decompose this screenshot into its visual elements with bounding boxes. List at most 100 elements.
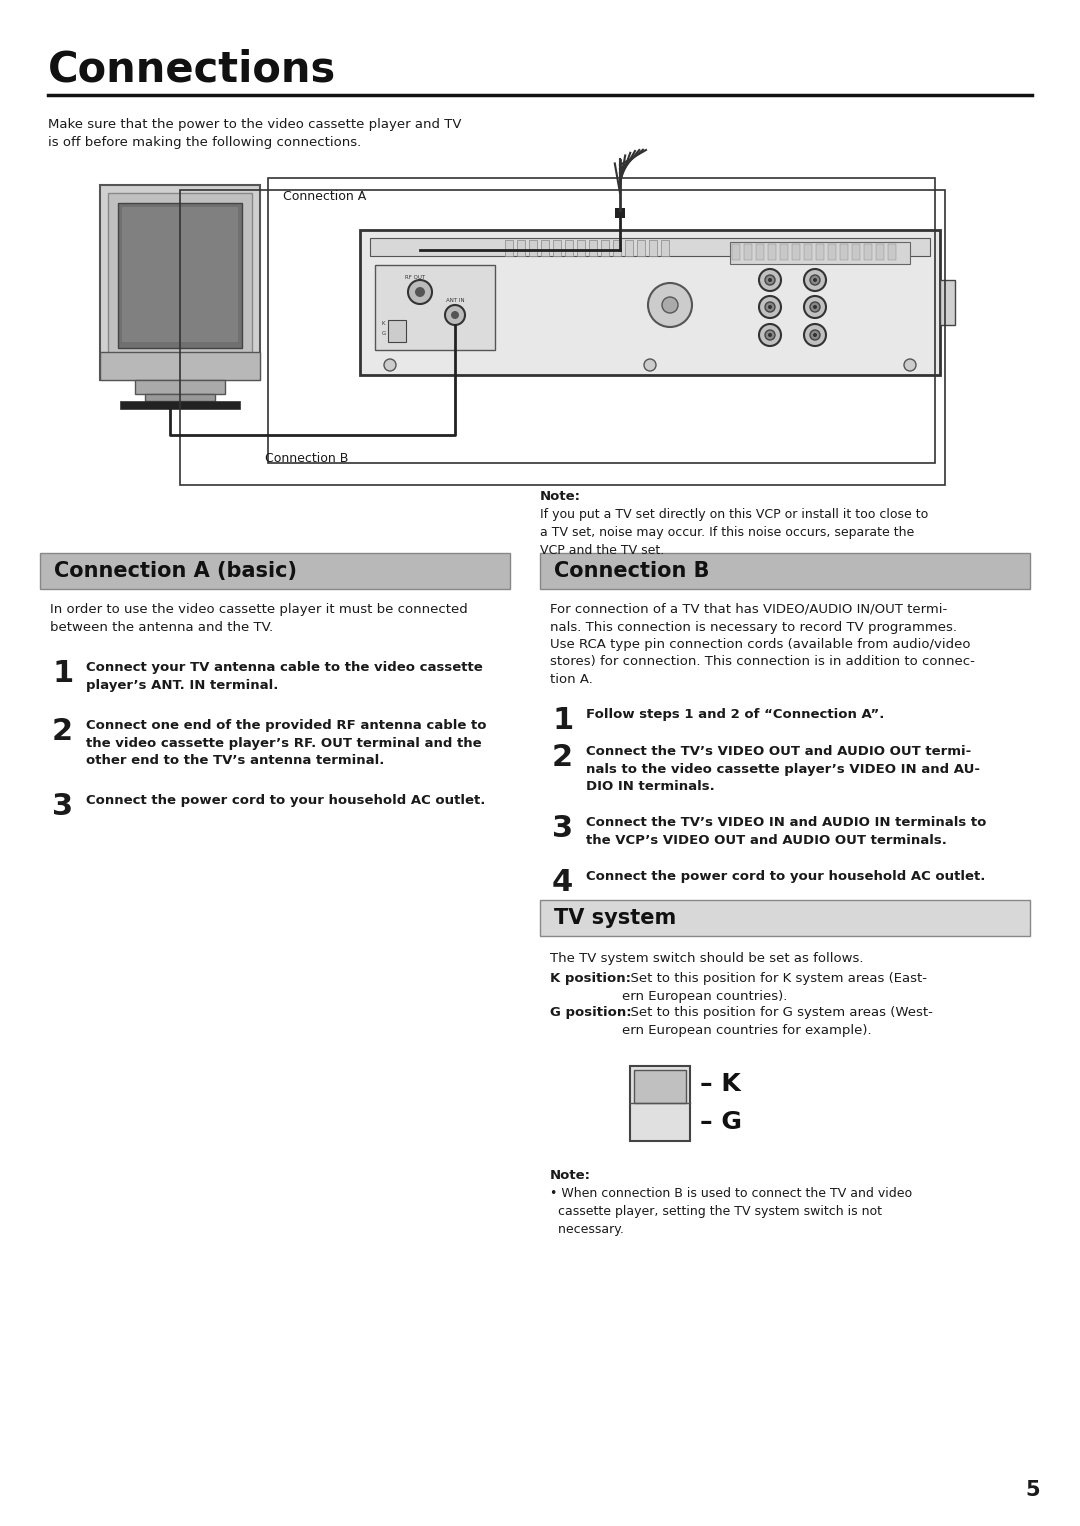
- FancyBboxPatch shape: [768, 244, 777, 259]
- FancyBboxPatch shape: [40, 552, 510, 589]
- Circle shape: [759, 269, 781, 291]
- Text: Connection B: Connection B: [554, 562, 710, 581]
- Circle shape: [804, 296, 826, 317]
- FancyBboxPatch shape: [388, 320, 406, 342]
- FancyBboxPatch shape: [634, 1070, 686, 1103]
- Text: RF OUT: RF OUT: [405, 275, 426, 279]
- FancyBboxPatch shape: [780, 244, 788, 259]
- FancyBboxPatch shape: [577, 240, 585, 256]
- FancyBboxPatch shape: [135, 380, 225, 394]
- FancyBboxPatch shape: [505, 240, 513, 256]
- Text: Connect the TV’s VIDEO OUT and AUDIO OUT termi-
nals to the video cassette playe: Connect the TV’s VIDEO OUT and AUDIO OUT…: [586, 745, 980, 794]
- Text: • When connection B is used to connect the TV and video
  cassette player, setti: • When connection B is used to connect t…: [550, 1187, 913, 1236]
- FancyBboxPatch shape: [625, 240, 633, 256]
- Text: 2: 2: [552, 743, 573, 772]
- Text: Connection A: Connection A: [283, 191, 366, 203]
- Text: Connection B: Connection B: [265, 452, 349, 465]
- FancyBboxPatch shape: [517, 240, 525, 256]
- Text: K: K: [382, 320, 386, 327]
- Text: Make sure that the power to the video cassette player and TV
is off before makin: Make sure that the power to the video ca…: [48, 118, 461, 150]
- FancyBboxPatch shape: [529, 240, 537, 256]
- Text: 3: 3: [52, 792, 73, 821]
- Text: 1: 1: [552, 707, 573, 736]
- Text: G position:: G position:: [550, 1006, 632, 1019]
- Circle shape: [415, 287, 426, 298]
- FancyBboxPatch shape: [120, 401, 240, 409]
- Text: Connect your TV antenna cable to the video cassette
player’s ANT. IN terminal.: Connect your TV antenna cable to the vid…: [86, 661, 483, 691]
- Circle shape: [451, 311, 459, 319]
- Circle shape: [804, 269, 826, 291]
- Text: K position:: K position:: [550, 972, 631, 984]
- FancyBboxPatch shape: [589, 240, 597, 256]
- Text: Connect the power cord to your household AC outlet.: Connect the power cord to your household…: [586, 870, 985, 884]
- FancyBboxPatch shape: [637, 240, 645, 256]
- FancyBboxPatch shape: [122, 208, 238, 342]
- FancyBboxPatch shape: [360, 230, 940, 375]
- FancyBboxPatch shape: [828, 244, 836, 259]
- FancyBboxPatch shape: [145, 394, 215, 401]
- Circle shape: [445, 305, 465, 325]
- Circle shape: [810, 330, 820, 340]
- Text: TV system: TV system: [554, 908, 676, 928]
- Circle shape: [408, 279, 432, 304]
- FancyBboxPatch shape: [744, 244, 752, 259]
- FancyBboxPatch shape: [732, 244, 740, 259]
- Circle shape: [765, 302, 775, 311]
- Circle shape: [813, 333, 816, 337]
- Text: Note:: Note:: [550, 1169, 591, 1183]
- Text: – K: – K: [700, 1071, 741, 1096]
- Text: ANT IN: ANT IN: [446, 298, 464, 304]
- Text: 3: 3: [552, 813, 573, 842]
- Circle shape: [759, 296, 781, 317]
- FancyBboxPatch shape: [565, 240, 573, 256]
- Text: Follow steps 1 and 2 of “Connection A”.: Follow steps 1 and 2 of “Connection A”.: [586, 708, 885, 720]
- Text: The TV system switch should be set as follows.: The TV system switch should be set as fo…: [550, 952, 864, 964]
- Text: Connection A (basic): Connection A (basic): [54, 562, 297, 581]
- FancyBboxPatch shape: [864, 244, 872, 259]
- FancyBboxPatch shape: [615, 208, 625, 218]
- Text: Connections: Connections: [48, 47, 336, 90]
- Text: Connect one end of the provided RF antenna cable to
the video cassette player’s : Connect one end of the provided RF anten…: [86, 719, 486, 768]
- Circle shape: [810, 275, 820, 285]
- FancyBboxPatch shape: [100, 185, 260, 380]
- FancyBboxPatch shape: [852, 244, 860, 259]
- FancyBboxPatch shape: [840, 244, 848, 259]
- FancyBboxPatch shape: [816, 244, 824, 259]
- FancyBboxPatch shape: [876, 244, 885, 259]
- Text: If you put a TV set directly on this VCP or install it too close to
a TV set, no: If you put a TV set directly on this VCP…: [540, 508, 928, 557]
- Text: Set to this position for G system areas (West-
ern European countries for exampl: Set to this position for G system areas …: [622, 1006, 933, 1038]
- Circle shape: [768, 305, 772, 308]
- Circle shape: [904, 359, 916, 371]
- Circle shape: [813, 305, 816, 308]
- Circle shape: [810, 302, 820, 311]
- Text: 5: 5: [1025, 1480, 1040, 1500]
- Circle shape: [768, 333, 772, 337]
- Circle shape: [768, 278, 772, 282]
- Circle shape: [804, 324, 826, 346]
- Circle shape: [384, 359, 396, 371]
- FancyBboxPatch shape: [118, 203, 242, 348]
- FancyBboxPatch shape: [756, 244, 764, 259]
- Circle shape: [813, 278, 816, 282]
- FancyBboxPatch shape: [804, 244, 812, 259]
- FancyBboxPatch shape: [792, 244, 800, 259]
- FancyBboxPatch shape: [540, 552, 1030, 589]
- Circle shape: [759, 324, 781, 346]
- Text: Set to this position for K system areas (East-
ern European countries).: Set to this position for K system areas …: [622, 972, 927, 1003]
- FancyBboxPatch shape: [630, 1067, 690, 1141]
- Text: Connect the TV’s VIDEO IN and AUDIO IN terminals to
the VCP’s VIDEO OUT and AUDI: Connect the TV’s VIDEO IN and AUDIO IN t…: [586, 816, 986, 847]
- FancyBboxPatch shape: [940, 279, 955, 325]
- Text: 1: 1: [52, 659, 73, 688]
- Text: For connection of a TV that has VIDEO/AUDIO IN/OUT termi-
nals. This connection : For connection of a TV that has VIDEO/AU…: [550, 603, 975, 687]
- FancyBboxPatch shape: [541, 240, 549, 256]
- Text: G: G: [382, 331, 387, 336]
- FancyBboxPatch shape: [888, 244, 896, 259]
- Text: 4: 4: [552, 868, 573, 897]
- Text: – G: – G: [700, 1109, 742, 1134]
- Circle shape: [765, 330, 775, 340]
- Text: Note:: Note:: [540, 490, 581, 504]
- Text: 2: 2: [52, 717, 73, 746]
- Text: In order to use the video cassette player it must be connected
between the anten: In order to use the video cassette playe…: [50, 603, 468, 633]
- Circle shape: [648, 282, 692, 327]
- FancyBboxPatch shape: [108, 192, 252, 372]
